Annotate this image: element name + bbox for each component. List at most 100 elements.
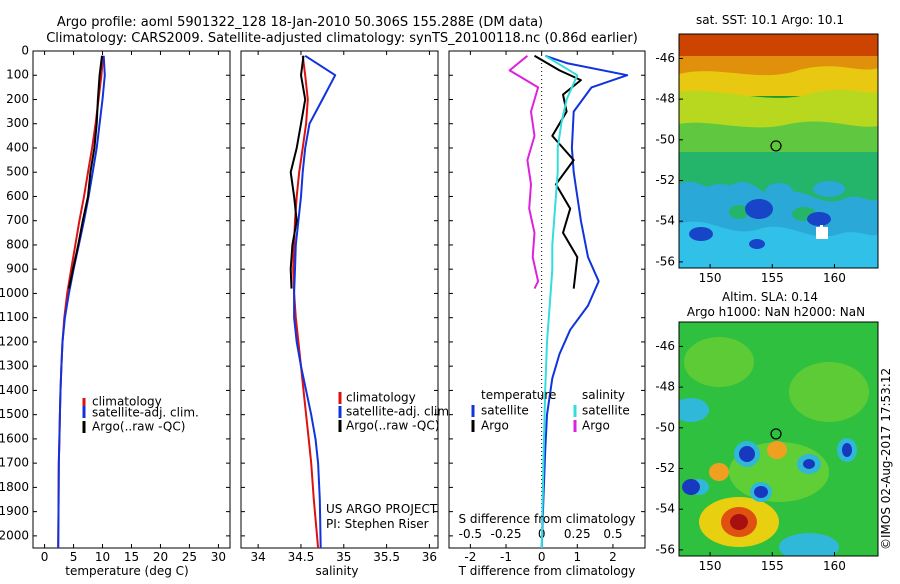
x-tick-label: 1	[573, 550, 581, 564]
x-tick-label: 25	[182, 550, 197, 564]
x-tick-label: 20	[153, 550, 168, 564]
sla-heatmap	[679, 322, 878, 556]
map-y-tick-label: -54	[655, 214, 675, 228]
series-line-argo	[508, 55, 540, 290]
s-tick-label: 0.5	[603, 527, 622, 541]
legend-label-satellite: satellite-adj. clim.	[346, 405, 453, 419]
sla-map-title: Altim. SLA: 0.14	[722, 290, 818, 304]
y-tick-label: 1300	[0, 359, 29, 373]
difference-axes-frame	[448, 50, 646, 549]
sla-map-frame	[678, 321, 879, 557]
salinity-xlabel: salinity	[315, 564, 358, 578]
y-tick-label: 600	[6, 189, 29, 203]
y-tick-label: 1100	[0, 310, 29, 324]
difference-panel: -2 -1 0 1 2-0.5 -0.25 0 0.25 0.5 S difference fr…	[448, 50, 646, 578]
legend-label-temp-argo: Argo	[481, 419, 509, 433]
x-tick-label: 10	[95, 550, 110, 564]
difference-t-xlabel: T difference from climatology	[458, 564, 636, 578]
map-x-tick-label: 155	[761, 559, 784, 573]
y-tick-label: 1400	[0, 383, 29, 397]
header-title-1: Argo profile: aoml 5901322_128 18-Jan-20…	[57, 15, 543, 30]
difference-legend: temperature salinity satellite Argo sate…	[471, 388, 630, 433]
temperature-xlabel: temperature (deg C)	[65, 564, 188, 578]
x-tick-label: 35	[336, 550, 351, 564]
s-tick-label: -0.25	[490, 527, 521, 541]
map-y-tick-label: -46	[655, 339, 675, 353]
y-tick-label: 100	[6, 68, 29, 82]
series-line-satellite	[540, 54, 579, 549]
legend-label-sal-satellite: satellite	[582, 404, 630, 418]
x-tick-label: 5	[70, 550, 78, 564]
y-tick-label: 2000	[0, 528, 29, 542]
x-tick-label: 36	[422, 550, 437, 564]
s-tick-label: -0.5	[459, 527, 482, 541]
legend-label-satellite: satellite-adj. clim.	[92, 406, 199, 420]
y-tick-label: 700	[6, 213, 29, 227]
sst-argo-location-marker	[770, 140, 782, 152]
y-tick-label: 1900	[0, 504, 29, 518]
y-tick-label: 1200	[0, 334, 29, 348]
x-tick-label: 34.5	[288, 550, 315, 564]
header-title-2: Climatology: CARS2009. Satellite-adjuste…	[46, 31, 638, 46]
legend-header-salinity: salinity	[582, 388, 625, 402]
series-line-satellite-adj-clim-	[293, 54, 337, 549]
sla-argo-location-marker	[770, 428, 782, 440]
map-y-tick-label: -48	[655, 92, 675, 106]
y-tick-label: 200	[6, 92, 29, 106]
x-tick-label: -2	[464, 550, 476, 564]
x-tick-label: 15	[124, 550, 139, 564]
map-y-tick-label: -50	[655, 420, 675, 434]
legend-label-climatology: climatology	[92, 395, 162, 409]
map-y-tick-label: -50	[655, 132, 675, 146]
temperature-panel: 0 5 10 15 20 25 300100200300400500600700800900…	[0, 44, 231, 578]
y-tick-label: 1000	[0, 286, 29, 300]
legend-label-temp-satellite: satellite	[481, 404, 529, 418]
sst-map-frame	[678, 33, 879, 269]
sst-heatmap	[679, 34, 878, 268]
x-tick-label: 30	[211, 550, 226, 564]
sst-map-panel: sat. SST: 10.1 Argo: 10.1 150 155 160 -46 -4…	[655, 13, 879, 285]
legend-header-temperature: temperature	[481, 388, 556, 402]
difference-s-xlabel: S difference from climatology	[459, 512, 636, 526]
map-y-tick-label: -56	[655, 542, 675, 556]
y-tick-label: 1800	[0, 480, 29, 494]
map-x-tick-label: 160	[823, 559, 846, 573]
y-tick-label: 900	[6, 262, 29, 276]
legend-label-argo: Argo(..raw -QC)	[346, 419, 439, 433]
copyright-stamp: ©IMOS 02-Aug-2017 17:53:12	[879, 368, 893, 550]
series-line-argo-raw-qc-	[289, 55, 307, 289]
salinity-panel: 34 34.5 35 35.5 36 salinity climatology sate…	[240, 50, 453, 578]
s-tick-label: 0.25	[564, 527, 591, 541]
legend-label-climatology: climatology	[346, 391, 416, 405]
salinity-legend: climatology satellite-adj. clim. Argo(..…	[338, 391, 453, 433]
sla-map-subtitle: Argo h1000: NaN h2000: NaN	[687, 305, 865, 319]
y-tick-label: 1700	[0, 456, 29, 470]
sla-map-panel: Altim. SLA: 0.14 Argo h1000: NaN h2000: …	[655, 290, 879, 573]
series-line-argo-raw-qc-	[67, 55, 103, 289]
series-line-argo	[533, 54, 582, 289]
map-x-tick-label: 150	[699, 559, 722, 573]
x-tick-label: 2	[609, 550, 617, 564]
y-tick-label: 300	[6, 116, 29, 130]
y-tick-label: 1500	[0, 407, 29, 421]
x-tick-label: 35.5	[373, 550, 400, 564]
x-tick-label: 0	[41, 550, 49, 564]
map-y-tick-label: -52	[655, 461, 675, 475]
legend-label-sal-argo: Argo	[582, 419, 610, 433]
map-y-tick-label: -46	[655, 51, 675, 65]
map-y-tick-label: -48	[655, 380, 675, 394]
temperature-legend: climatology satellite-adj. clim. Argo(..…	[82, 395, 199, 434]
y-tick-label: 800	[6, 237, 29, 251]
map-x-tick-label: 155	[761, 271, 784, 285]
map-y-tick-label: -52	[655, 173, 675, 187]
sst-map-title: sat. SST: 10.1 Argo: 10.1	[696, 13, 844, 27]
temperature-axes-frame	[32, 50, 231, 549]
x-tick-label: -1	[500, 550, 512, 564]
salinity-axes-frame	[240, 50, 439, 549]
x-tick-label: 0	[538, 550, 546, 564]
map-x-tick-label: 150	[699, 271, 722, 285]
map-y-tick-label: -56	[655, 254, 675, 268]
y-tick-label: 400	[6, 140, 29, 154]
project-label: US ARGO PROJECT	[326, 502, 438, 516]
